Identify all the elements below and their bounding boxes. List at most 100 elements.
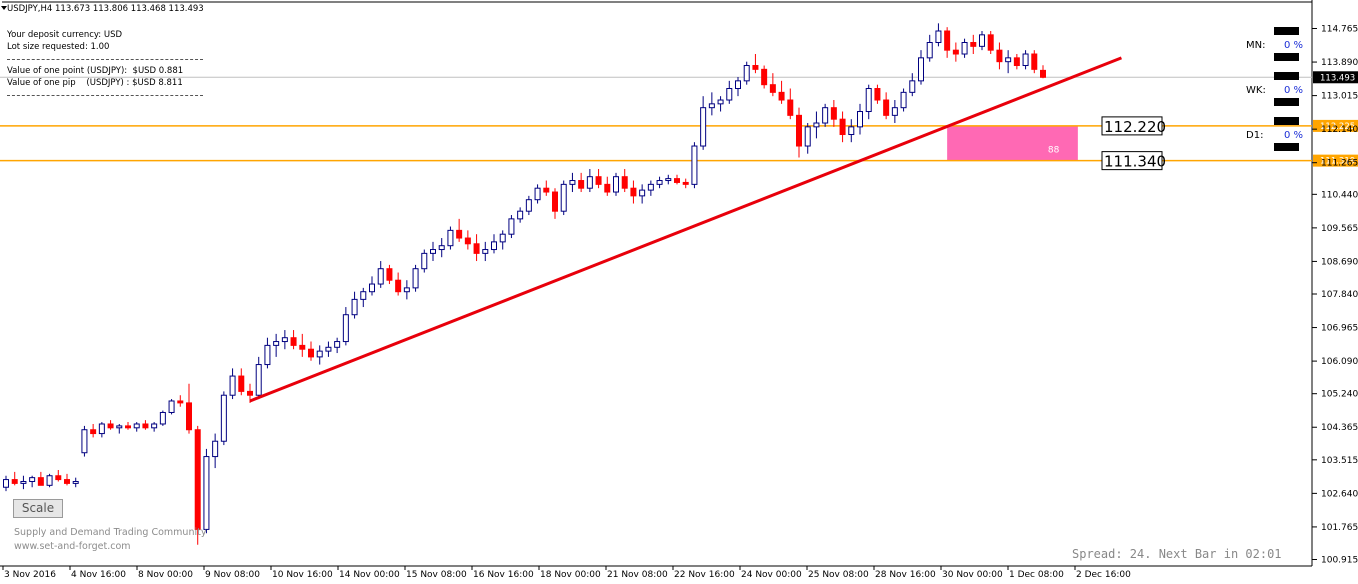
candle-body [883, 99, 890, 116]
candle [64, 473, 70, 486]
candle-body [857, 111, 863, 128]
candle-body [37, 477, 44, 486]
candle-body [708, 103, 715, 109]
candle [403, 280, 410, 300]
strength-value: 0 % [1284, 40, 1303, 51]
candle-body [482, 249, 489, 254]
candle [665, 174, 672, 185]
current-price-tag [1313, 71, 1358, 84]
candle [377, 261, 384, 288]
y-axis: 114.765 113.890 113.015 112.140 111.265 110.4… [1312, 25, 1358, 566]
candle-body [891, 107, 898, 116]
candle-body [20, 480, 27, 484]
strength-label: D1: [1246, 130, 1263, 141]
candle-body [1013, 57, 1020, 67]
spread-status: Spread: 24. Next Bar in 02:01 [1072, 547, 1282, 561]
candle-body [508, 218, 515, 235]
candle [395, 272, 402, 296]
candle-body [55, 475, 62, 481]
x-tick-label: 16 Nov 16:00 [473, 570, 534, 580]
candle [621, 169, 628, 193]
candle-body [299, 344, 306, 350]
candle-body [177, 400, 184, 404]
candle [656, 176, 663, 189]
candle-body [665, 178, 672, 182]
candle-body [342, 314, 349, 343]
candle [81, 425, 88, 457]
candle-body [1031, 53, 1038, 70]
candle-body [464, 237, 471, 245]
candle-body [255, 364, 262, 396]
candle [552, 188, 558, 219]
supply-demand-zone [947, 125, 1078, 161]
info-divider [7, 95, 203, 96]
candle [691, 142, 698, 189]
candle-body [125, 425, 131, 429]
candle-body [743, 65, 750, 82]
candle-body [525, 199, 532, 212]
candle [447, 226, 454, 250]
candle-body [613, 176, 619, 193]
y-tick-label: 102.640 [1321, 489, 1358, 499]
x-tick-label: 24 Nov 00:00 [741, 570, 802, 580]
candle-body [534, 187, 541, 201]
candle-body [220, 394, 227, 442]
candle [473, 234, 480, 262]
candle-body [499, 233, 506, 243]
candle [839, 111, 846, 143]
candle-body [1022, 53, 1029, 67]
candle-body [552, 191, 558, 212]
candle-body [168, 400, 175, 413]
level-price-tag [1313, 154, 1358, 167]
candle [412, 264, 419, 292]
candle-body [456, 229, 463, 239]
candle [700, 96, 707, 150]
candle-body [491, 241, 497, 251]
candle [308, 341, 314, 361]
candle [421, 249, 428, 273]
scale-button[interactable]: Scale [13, 499, 63, 518]
candle-body [517, 210, 524, 220]
candle [325, 341, 332, 357]
strength-label: MN: [1246, 40, 1265, 51]
candle [796, 107, 802, 158]
candle [299, 333, 306, 357]
candle [970, 34, 977, 55]
candle-body [421, 252, 428, 270]
candle [874, 84, 881, 104]
candle [630, 180, 637, 204]
x-tick-label: 14 Nov 00:00 [339, 570, 400, 580]
candle [360, 287, 367, 308]
candle-body [735, 80, 741, 90]
candle-body [1040, 69, 1046, 78]
candle [194, 425, 201, 545]
caret-down-icon[interactable] [1, 6, 7, 11]
candle [891, 100, 898, 124]
candle-body [865, 88, 872, 113]
trend-layer[interactable] [249, 56, 1122, 403]
x-tick-label: 28 Nov 16:00 [875, 570, 936, 580]
deposit-currency-label: Your deposit currency: USD [7, 30, 123, 40]
candle [900, 88, 907, 112]
candle-body [351, 298, 358, 316]
candle [604, 176, 611, 196]
candle-body [656, 180, 663, 185]
level-layer: 112.220 112.225 111.340 111.319 113.493 [0, 71, 1358, 171]
candle [11, 471, 18, 486]
candle-body [81, 429, 88, 454]
candle-body [682, 181, 689, 185]
candle-body [3, 479, 9, 488]
candle [212, 433, 219, 469]
candle-body [360, 291, 367, 300]
candle [682, 178, 689, 189]
current-price-tag-text: 113.493 [1320, 73, 1355, 83]
candle-body [264, 344, 271, 366]
candle-body [29, 477, 36, 482]
candle [987, 31, 994, 55]
candle [37, 471, 44, 486]
candle-body [64, 479, 70, 484]
strength-value: 0 % [1284, 85, 1303, 96]
candle [98, 422, 105, 438]
candle [595, 169, 602, 189]
